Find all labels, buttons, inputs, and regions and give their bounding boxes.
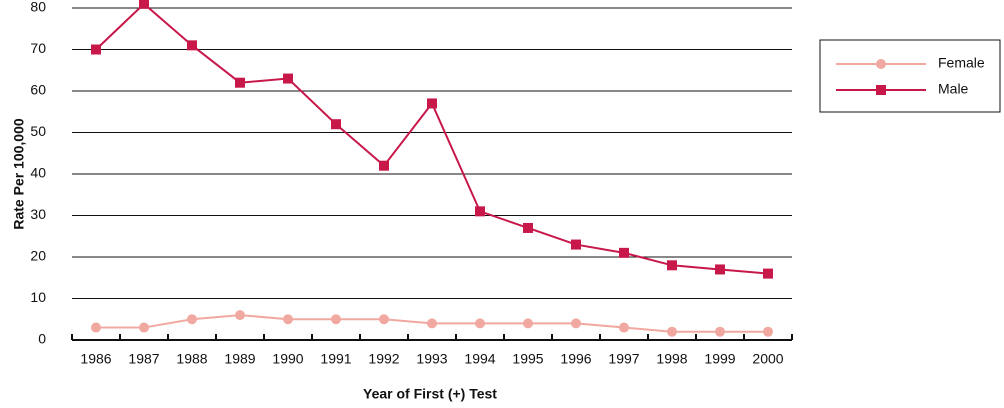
x-tick-label: 1989	[224, 351, 255, 367]
y-tick-label: 30	[30, 206, 46, 222]
x-tick-label: 1990	[272, 351, 303, 367]
data-point	[427, 318, 437, 329]
data-point	[571, 318, 581, 329]
y-tick-label: 60	[30, 82, 46, 98]
data-point	[235, 77, 245, 88]
data-point	[619, 247, 629, 258]
x-tick-label: 1986	[80, 351, 111, 367]
x-axis-label: Year of First (+) Test	[363, 386, 497, 402]
data-point	[235, 310, 245, 321]
data-point	[475, 318, 485, 329]
data-point	[619, 322, 629, 333]
y-tick-label: 80	[30, 0, 46, 15]
y-tick-label: 70	[30, 40, 46, 56]
data-point	[187, 40, 197, 51]
x-tick-label: 1999	[704, 351, 735, 367]
y-tick-label: 50	[30, 123, 46, 139]
x-tick-label: 1987	[128, 351, 159, 367]
data-point	[763, 268, 773, 279]
legend-label: Female	[938, 55, 985, 71]
legend-marker	[876, 85, 886, 95]
data-point	[139, 0, 149, 9]
data-point	[427, 98, 437, 109]
x-tick-label: 1998	[656, 351, 687, 367]
data-point	[91, 322, 101, 333]
x-tick-label: 1993	[416, 351, 447, 367]
y-tick-label: 10	[30, 289, 46, 305]
x-tick-label: 1991	[320, 351, 351, 367]
x-tick-label: 1996	[560, 351, 591, 367]
data-point	[523, 222, 533, 233]
data-point	[715, 326, 725, 337]
data-point	[523, 318, 533, 329]
legend-marker	[876, 59, 886, 69]
legend-label: Male	[938, 81, 969, 97]
x-tick-label: 1988	[176, 351, 207, 367]
data-point	[763, 326, 773, 337]
data-point	[139, 322, 149, 333]
y-tick-label: 0	[38, 331, 46, 347]
data-point	[379, 314, 389, 325]
data-point	[331, 119, 341, 130]
data-point	[283, 314, 293, 325]
data-point	[283, 73, 293, 84]
y-tick-label: 20	[30, 248, 46, 264]
legend-box	[819, 39, 1001, 113]
data-point	[475, 206, 485, 217]
y-axis-label: Rate Per 100,000	[11, 118, 27, 230]
x-tick-label: 1997	[608, 351, 639, 367]
x-tick-label: 1992	[368, 351, 399, 367]
x-tick-label: 2000	[752, 351, 783, 367]
data-point	[187, 314, 197, 325]
y-tick-label: 40	[30, 165, 46, 181]
x-tick-label: 1994	[464, 351, 495, 367]
data-point	[667, 260, 677, 271]
x-tick-label: 1995	[512, 351, 543, 367]
data-point	[331, 314, 341, 325]
data-point	[667, 326, 677, 337]
data-point	[571, 239, 581, 250]
data-point	[379, 160, 389, 171]
data-point	[91, 44, 101, 55]
data-point	[715, 264, 725, 275]
